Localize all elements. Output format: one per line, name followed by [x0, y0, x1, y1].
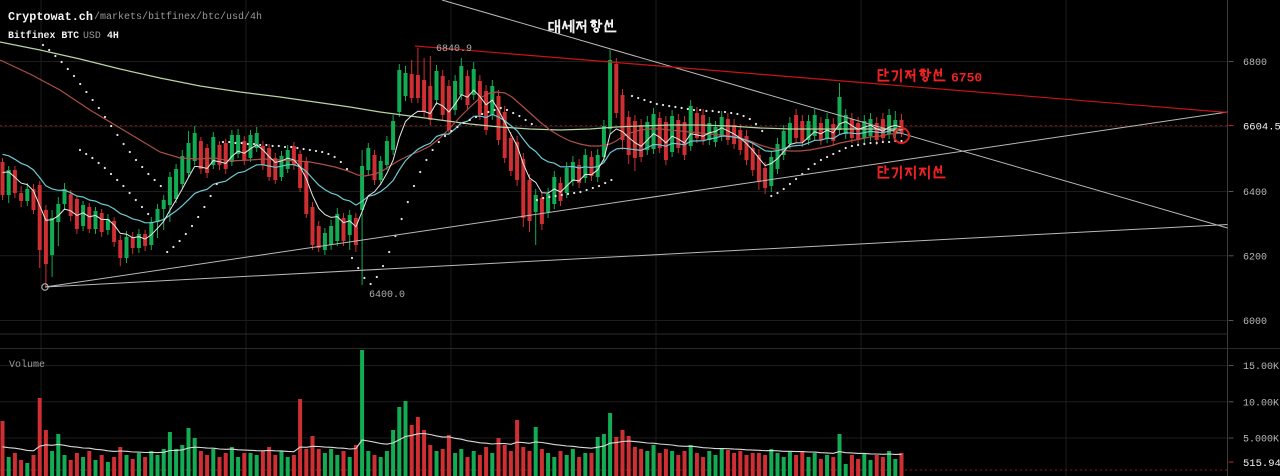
svg-text:Volume: Volume — [9, 359, 45, 371]
svg-text:10.00K: 10.00K — [1243, 398, 1279, 409]
svg-text:/markets/bitfinex/btc/usd/4h: /markets/bitfinex/btc/usd/4h — [94, 11, 262, 23]
svg-text:6000: 6000 — [1243, 317, 1267, 328]
svg-text:515.94: 515.94 — [1243, 458, 1280, 470]
svg-text:Cryptowat.ch: Cryptowat.ch — [8, 10, 93, 24]
svg-text:6400.0: 6400.0 — [369, 290, 405, 301]
svg-text:15.00K: 15.00K — [1243, 362, 1279, 373]
svg-text:Bitfinex BTC: Bitfinex BTC — [8, 30, 79, 41]
svg-text:USD: USD — [83, 30, 101, 41]
svg-text:4H: 4H — [107, 30, 119, 41]
svg-text:6604.5: 6604.5 — [1243, 122, 1280, 134]
svg-text:6840.9: 6840.9 — [436, 44, 472, 55]
svg-text:6800: 6800 — [1243, 58, 1267, 69]
svg-text:5.000K: 5.000K — [1243, 435, 1279, 446]
svg-text:6200: 6200 — [1243, 252, 1267, 263]
svg-text:6750: 6750 — [951, 71, 982, 86]
svg-text:6400: 6400 — [1243, 188, 1267, 199]
